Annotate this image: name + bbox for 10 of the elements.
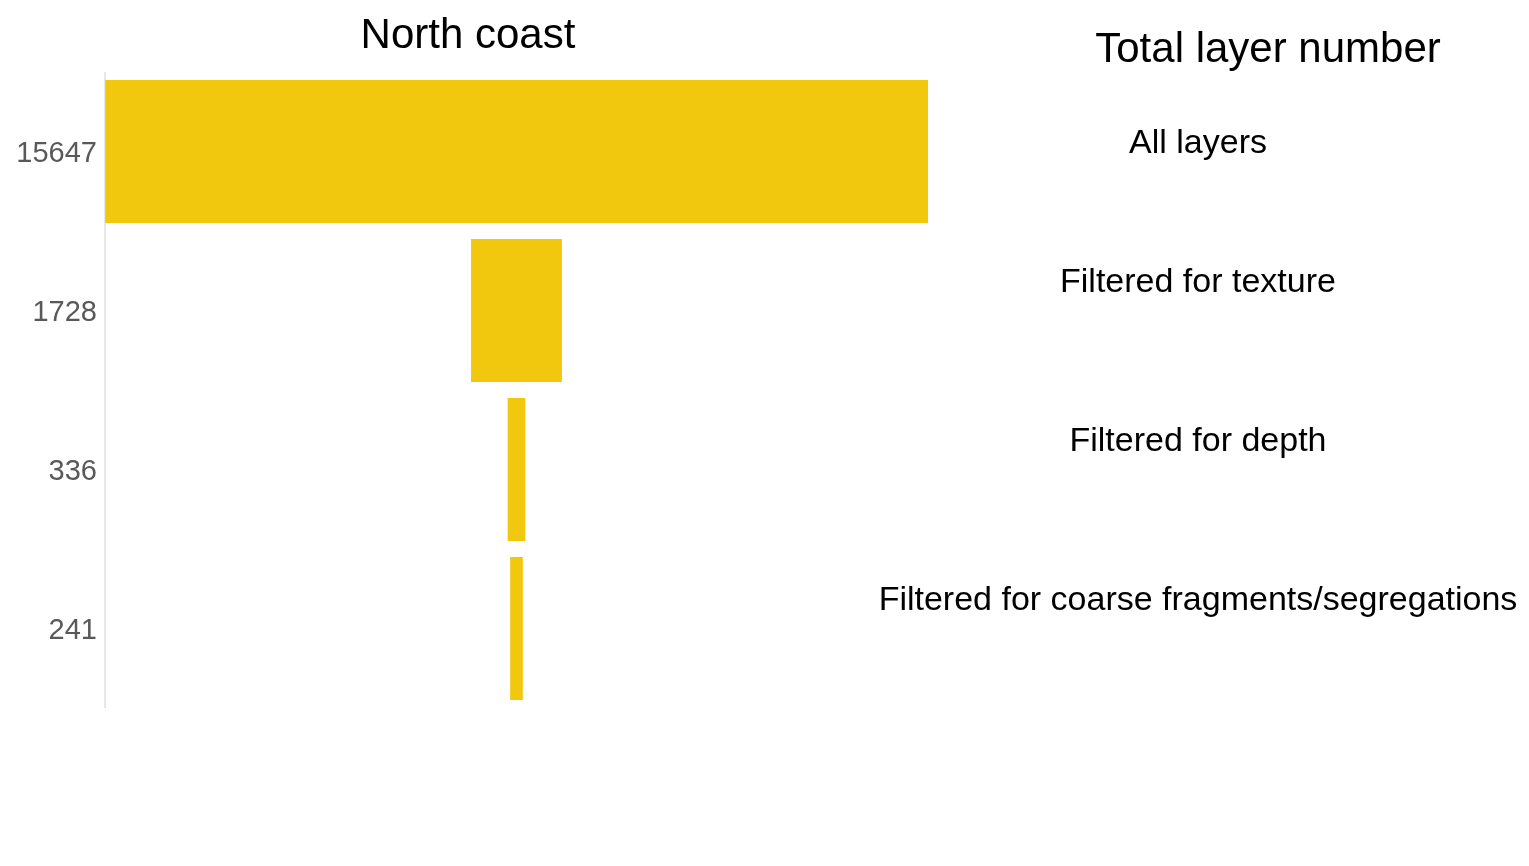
category-label: Filtered for depth (1068, 420, 1328, 459)
data-label: 15647 (16, 135, 97, 168)
data-label: 241 (48, 612, 97, 645)
data-label: 336 (48, 453, 97, 486)
category-label: Filtered for coarse fragments/segregations (878, 579, 1518, 618)
data-label: 1728 (32, 294, 97, 327)
category-label: All layers (1128, 122, 1268, 161)
text: North coast (359, 10, 577, 58)
category-label: Filtered for texture (1059, 261, 1337, 300)
text: Total layer number (1094, 24, 1442, 72)
